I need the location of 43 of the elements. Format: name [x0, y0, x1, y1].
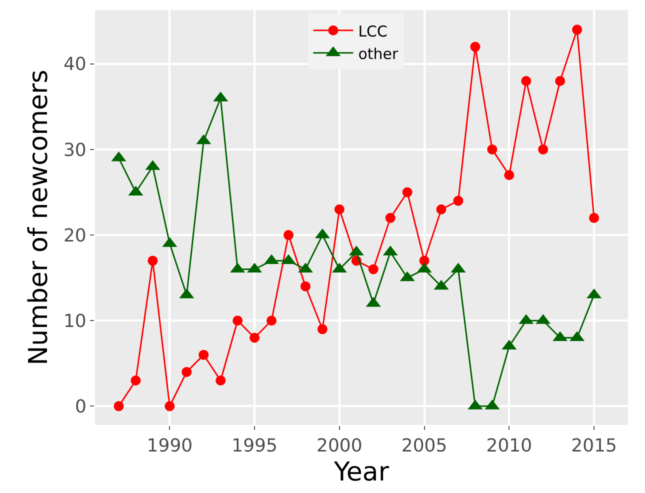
point — [419, 256, 430, 266]
point — [216, 376, 226, 386]
point — [300, 281, 310, 292]
x-tick-label: 1990 — [146, 436, 193, 457]
point — [521, 76, 532, 86]
y-tick-label: 40 — [63, 54, 86, 76]
x-tick-label: 1995 — [232, 436, 278, 457]
point — [182, 366, 192, 377]
point — [504, 170, 514, 180]
point — [232, 316, 243, 326]
point — [284, 230, 294, 240]
point — [555, 76, 566, 86]
point — [164, 401, 175, 412]
y-tick-label: 10 — [63, 310, 86, 332]
legend-label: other — [358, 44, 399, 63]
y-tick-label: 30 — [63, 140, 86, 161]
point — [334, 204, 344, 214]
point — [250, 332, 260, 343]
point — [436, 204, 446, 214]
point — [589, 212, 600, 223]
x-tick-label: 2005 — [401, 436, 448, 457]
point — [317, 324, 328, 334]
point — [114, 401, 124, 412]
x-axis-title: Year — [332, 457, 390, 488]
point — [368, 264, 378, 274]
point — [572, 24, 582, 35]
legend-label: LCC — [358, 22, 388, 40]
point — [385, 212, 396, 223]
point — [198, 350, 209, 360]
y-tick-label: 20 — [63, 225, 86, 246]
x-tick-label: 2010 — [486, 436, 532, 457]
point — [130, 376, 141, 386]
point — [470, 42, 480, 52]
point — [453, 196, 464, 206]
point — [402, 187, 412, 198]
x-tick-label: 2015 — [571, 436, 617, 457]
x-tick-label: 2000 — [316, 436, 362, 457]
y-axis-title: Number of newcomers — [24, 70, 54, 366]
y-tick-label: 0 — [74, 396, 86, 418]
point — [148, 256, 158, 266]
point — [538, 144, 548, 154]
point — [487, 144, 498, 154]
point — [266, 316, 277, 326]
